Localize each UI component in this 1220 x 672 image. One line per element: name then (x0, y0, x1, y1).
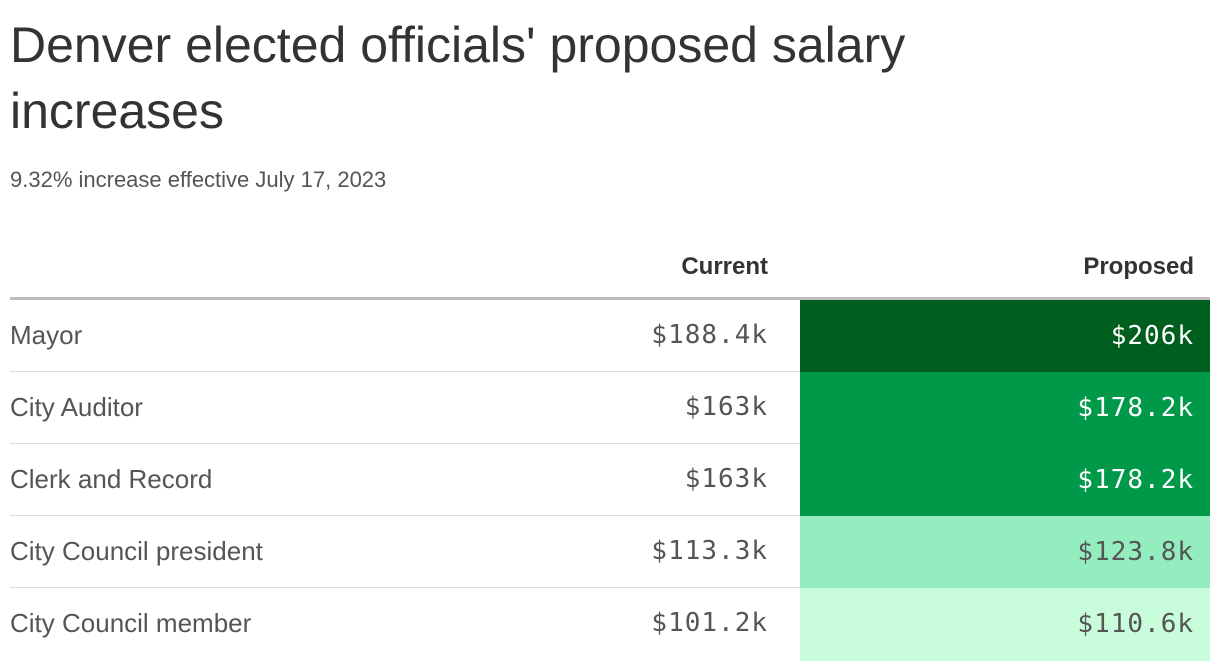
row-proposed: $110.6k (800, 588, 1210, 661)
row-proposed: $206k (800, 300, 1210, 372)
row-current: $113.3k (651, 536, 768, 566)
chart-subtitle: 9.32% increase effective July 17, 2023 (10, 167, 387, 192)
table-header: Current Proposed (10, 236, 1210, 300)
row-name: Mayor (10, 320, 83, 350)
row-current: $101.2k (651, 608, 768, 638)
table-row: Mayor $188.4k $206k (10, 300, 1210, 372)
table-row: City Council president $113.3k $123.8k (10, 516, 1210, 588)
row-name: Clerk and Record (10, 464, 213, 494)
row-proposed: $178.2k (800, 444, 1210, 516)
header-name (10, 236, 260, 297)
row-name: City Auditor (10, 392, 143, 422)
row-current: $163k (684, 392, 768, 422)
row-name: City Council president (10, 536, 263, 566)
table-row: Clerk and Record $163k $178.2k (10, 444, 1210, 516)
table-row: City Auditor $163k $178.2k (10, 372, 1210, 444)
row-current: $163k (684, 464, 768, 494)
chart-title: Denver elected officials' proposed salar… (10, 17, 906, 139)
row-proposed: $123.8k (800, 516, 1210, 588)
row-current: $188.4k (651, 320, 768, 350)
header-current: Current (681, 253, 768, 280)
row-name: City Council member (10, 608, 252, 638)
salary-table: Current Proposed Mayor $188.4k $206k Cit… (10, 236, 1210, 661)
header-proposed: Proposed (1083, 253, 1194, 280)
table-row: City Council member $101.2k $110.6k (10, 588, 1210, 661)
row-proposed: $178.2k (800, 372, 1210, 444)
